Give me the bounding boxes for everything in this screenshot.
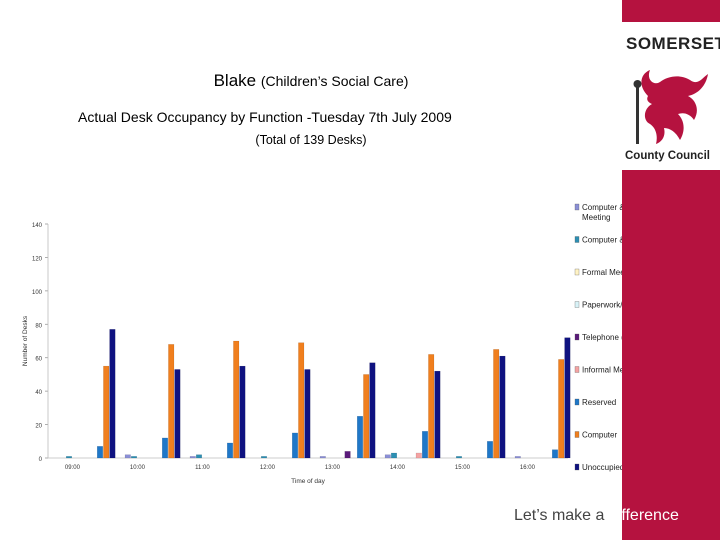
legend-label: Computer & Telephone xyxy=(582,236,622,245)
bar xyxy=(564,337,571,459)
legend-swatch xyxy=(574,236,580,243)
bar xyxy=(189,456,196,459)
bar xyxy=(434,370,441,459)
legend-swatch xyxy=(574,333,580,341)
y-tick-label: 120 xyxy=(32,256,43,262)
bar xyxy=(493,349,500,459)
y-tick-label: 140 xyxy=(32,223,43,229)
bar xyxy=(415,452,422,459)
bar xyxy=(499,355,506,459)
dragon-logo-icon xyxy=(633,70,708,144)
bar xyxy=(174,369,181,459)
brand-name: SOMERSET xyxy=(626,34,720,53)
bar xyxy=(384,454,391,459)
bar xyxy=(428,354,435,459)
legend-label: Computer & Informal xyxy=(582,203,622,212)
bar xyxy=(292,432,298,459)
bar xyxy=(363,374,370,459)
legend-label: Formal Meeting xyxy=(582,268,622,277)
x-tick-label: 12:00 xyxy=(260,465,276,471)
bar xyxy=(391,452,397,459)
legend-label: Reserved xyxy=(582,398,616,407)
bar xyxy=(304,369,311,459)
bar xyxy=(456,456,462,459)
x-tick-label: 11:00 xyxy=(195,465,210,471)
chart-subtitle: Actual Desk Occupancy by Function -Tuesd… xyxy=(78,109,452,125)
bar xyxy=(227,442,233,459)
bar xyxy=(319,456,326,459)
bar xyxy=(66,456,72,459)
bar xyxy=(109,329,116,459)
legend-label: Unoccupied xyxy=(582,463,622,472)
legend-label: Meeting xyxy=(582,213,610,222)
legend-label: Paperwork/reading xyxy=(582,301,622,310)
bar xyxy=(97,446,103,459)
bar xyxy=(103,365,110,459)
bar xyxy=(357,416,363,459)
bar xyxy=(162,437,168,459)
y-tick-label: 40 xyxy=(35,390,42,396)
bar xyxy=(233,340,240,459)
y-tick-label: 0 xyxy=(39,457,43,463)
chart-title-main: Blake xyxy=(213,71,257,90)
tagline-text: Let’s make a xyxy=(514,507,609,524)
y-axis-label: Number of Desks xyxy=(22,315,29,366)
bar xyxy=(514,456,521,459)
legend-swatch xyxy=(574,301,580,308)
legend-swatch xyxy=(574,203,580,211)
bar xyxy=(298,342,305,459)
legend-swatch xyxy=(574,366,580,373)
y-tick-label: 100 xyxy=(32,290,43,296)
x-tick-label: 10:00 xyxy=(130,465,146,471)
chart-title: Blake (Children’s Social Care) xyxy=(0,71,622,91)
legend-swatch xyxy=(574,463,580,471)
bar xyxy=(344,451,351,459)
legend-label: Telephone (desk) xyxy=(582,333,622,342)
bar xyxy=(239,365,246,459)
x-tick-label: 14:00 xyxy=(390,465,406,471)
bar xyxy=(422,431,428,459)
y-tick-label: 80 xyxy=(35,323,42,329)
bar xyxy=(552,449,558,459)
bar xyxy=(369,362,376,459)
bar xyxy=(168,344,175,459)
chart-title-sub: (Children’s Social Care) xyxy=(260,73,409,89)
legend-swatch xyxy=(574,398,580,406)
x-tick-label: 16:00 xyxy=(520,465,536,471)
legend-label: Informal Meeting xyxy=(582,366,622,375)
bar xyxy=(487,441,493,459)
legend-swatch xyxy=(574,268,580,276)
x-tick-label: 13:00 xyxy=(325,465,341,471)
bar xyxy=(131,456,137,459)
x-tick-label: 15:00 xyxy=(455,465,471,471)
bar-chart: 0 20 40 60 80 100 120 140 Number of Desks Time of… xyxy=(22,203,622,485)
chart-total: (Total of 139 Desks) xyxy=(255,133,367,147)
bar xyxy=(558,359,565,459)
tagline-highlight: difference xyxy=(608,507,679,524)
brand-subtitle: County Council xyxy=(625,150,710,162)
tagline: Let’s make a difference xyxy=(514,507,679,525)
bar xyxy=(124,454,131,459)
x-tick-label: 09:00 xyxy=(65,465,81,471)
bar xyxy=(261,456,267,459)
legend-swatch xyxy=(574,431,580,438)
legend-label: Computer xyxy=(582,431,617,440)
y-tick-label: 20 xyxy=(35,424,42,430)
x-axis-label: Time of day xyxy=(291,478,325,485)
y-tick-label: 60 xyxy=(35,357,42,363)
bar xyxy=(196,454,202,459)
